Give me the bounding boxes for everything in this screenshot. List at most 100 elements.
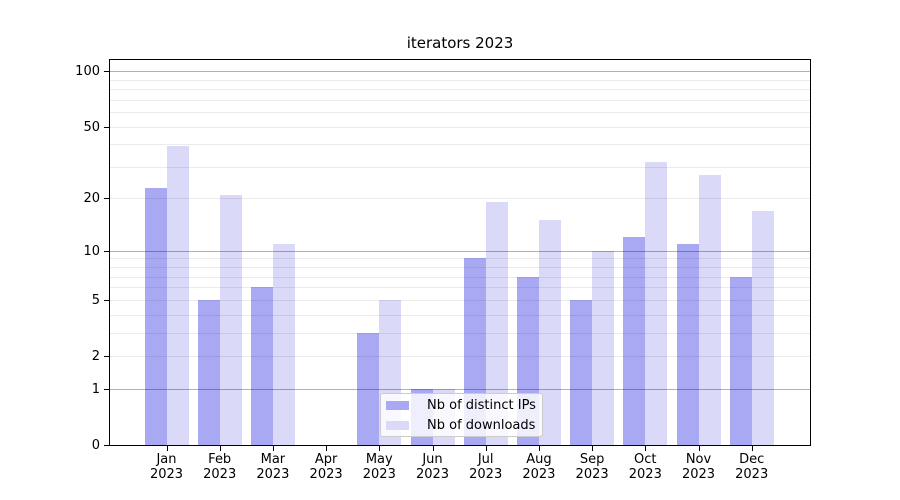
legend-label-downloads: Nb of downloads — [427, 417, 536, 433]
xtick-mark-nov — [698, 446, 700, 451]
bar-nov-distinct-ips — [676, 243, 699, 445]
gridline-6 — [110, 287, 810, 289]
xtick-year: 2023 — [735, 467, 769, 482]
xtick-month: Nov — [685, 452, 712, 467]
xtick-year: 2023 — [522, 467, 556, 482]
xtick-label-apr: Apr 2023 — [299, 452, 353, 482]
bar-may-distinct-ips — [357, 332, 380, 445]
ytick-label-1: 1 — [91, 381, 100, 397]
gridline-60 — [110, 112, 810, 114]
xtick-label-mar: Mar 2023 — [246, 452, 300, 482]
xtick-month: Dec — [739, 452, 765, 467]
gridline-8 — [110, 267, 810, 269]
plot-area: Nb of distinct IPs Nb of downloads — [109, 59, 811, 446]
legend-label-distinct-ips: Nb of distinct IPs — [427, 397, 536, 413]
xtick-month: Apr — [314, 452, 338, 467]
xtick-year: 2023 — [469, 467, 503, 482]
legend-row-distinct-ips: Nb of distinct IPs — [386, 397, 536, 414]
bar-aug-downloads — [538, 220, 561, 445]
legend-swatch-0 — [386, 400, 409, 410]
ytick-mark-5 — [104, 299, 110, 301]
bar-jan-distinct-ips — [144, 187, 167, 445]
gridline-7 — [110, 276, 810, 278]
xtick-month: Aug — [526, 452, 552, 467]
xtick-label-aug: Aug 2023 — [512, 452, 566, 482]
xtick-label-feb: Feb 2023 — [193, 452, 247, 482]
bar-mar-distinct-ips — [250, 287, 273, 445]
bar-sep-downloads — [592, 250, 615, 445]
xtick-mark-apr — [326, 446, 328, 451]
ytick-mark-50 — [104, 126, 110, 128]
gridline-70 — [110, 99, 810, 101]
decade-gridline-10 — [110, 250, 810, 252]
bar-jul-downloads — [485, 202, 508, 445]
ytick-mark-2 — [104, 356, 110, 357]
xtick-mark-sep — [592, 446, 594, 451]
gridline-90 — [110, 79, 810, 81]
gridline-2 — [110, 356, 810, 357]
xtick-month: Feb — [208, 452, 232, 467]
xtick-label-nov: Nov 2023 — [672, 452, 726, 482]
xtick-month: May — [365, 452, 393, 467]
gridline-20 — [110, 198, 810, 200]
legend: Nb of distinct IPs Nb of downloads — [380, 393, 543, 437]
bar-mar-downloads — [272, 243, 295, 445]
xtick-month: Mar — [260, 452, 286, 467]
ytick-label-100: 100 — [75, 64, 100, 80]
xtick-mark-oct — [645, 446, 647, 451]
xtick-year: 2023 — [256, 467, 290, 482]
bar-sep-distinct-ips — [570, 299, 593, 445]
bar-dec-distinct-ips — [729, 276, 752, 445]
ytick-mark-1 — [104, 388, 110, 390]
gridline-9 — [110, 258, 810, 260]
xtick-month: Jan — [156, 452, 177, 467]
xtick-month: Jul — [477, 452, 494, 467]
ytick-mark-10 — [104, 250, 110, 252]
xtick-year: 2023 — [628, 467, 662, 482]
xtick-label-jul: Jul 2023 — [459, 452, 513, 482]
xtick-mark-jun — [432, 446, 434, 451]
ytick-mark-0 — [104, 445, 110, 446]
ytick-label-2: 2 — [91, 349, 100, 364]
xtick-label-sep: Sep 2023 — [565, 452, 619, 482]
xtick-label-jun: Jun 2023 — [406, 452, 460, 482]
ytick-label-0: 0 — [91, 438, 100, 453]
xtick-year: 2023 — [415, 467, 450, 482]
gridline-40 — [110, 144, 810, 146]
bar-feb-distinct-ips — [197, 299, 220, 445]
xtick-month: Sep — [579, 452, 605, 467]
decade-gridline-100 — [110, 71, 810, 73]
bar-oct-downloads — [645, 161, 668, 445]
bar-dec-downloads — [751, 210, 774, 445]
ytick-label-20: 20 — [83, 191, 100, 207]
xtick-label-dec: Dec 2023 — [725, 452, 779, 482]
xtick-year: 2023 — [309, 467, 343, 482]
ytick-label-10: 10 — [83, 243, 100, 259]
xtick-mark-may — [379, 446, 381, 451]
xtick-label-oct: Oct 2023 — [618, 452, 672, 482]
xtick-month: Oct — [634, 452, 657, 467]
bar-jan-downloads — [166, 146, 189, 445]
bar-nov-downloads — [698, 175, 721, 445]
gridline-4 — [110, 314, 810, 316]
ytick-mark-100 — [104, 71, 110, 73]
xtick-mark-mar — [272, 446, 274, 451]
bar-feb-downloads — [219, 194, 242, 445]
xtick-year: 2023 — [681, 467, 716, 482]
bar-oct-distinct-ips — [623, 237, 646, 445]
xtick-mark-jan — [166, 446, 168, 451]
ytick-label-5: 5 — [91, 292, 100, 308]
legend-swatch-1 — [386, 420, 409, 430]
ytick-mark-20 — [104, 198, 110, 200]
ytick-label-50: 50 — [83, 119, 100, 135]
gridline-30 — [110, 166, 810, 168]
xtick-year: 2023 — [362, 467, 396, 482]
xtick-month: Jun — [422, 452, 443, 467]
gridline-3 — [110, 332, 810, 334]
xtick-year: 2023 — [575, 467, 609, 482]
chart-title: iterators 2023 — [406, 34, 514, 52]
xtick-label-jan: Jan 2023 — [140, 452, 194, 482]
decade-gridline-1 — [110, 388, 810, 390]
gridline-5 — [110, 299, 810, 301]
xtick-mark-jul — [485, 446, 487, 451]
